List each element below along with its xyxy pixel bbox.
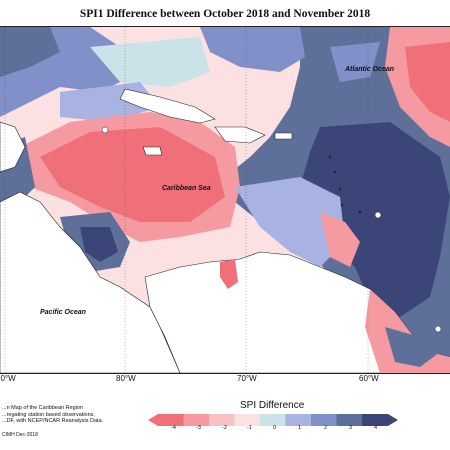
maracaibo-red-zone (220, 259, 238, 289)
puerto-rico-land (274, 132, 293, 140)
island-dot (328, 155, 332, 159)
legend-swatch (311, 414, 337, 426)
island-dot (340, 203, 344, 207)
legend-tick: -1 (247, 425, 252, 431)
jamaica-land (142, 146, 163, 156)
lesser-antilles-blue-zone (235, 177, 345, 267)
island-dot (333, 170, 337, 174)
legend-arrow-left (148, 414, 158, 426)
legend-title: SPI Difference (240, 400, 305, 411)
credit-text: ...n Map of the Caribbean Region ...rega… (2, 405, 152, 425)
island-dot (338, 187, 342, 191)
legend-tick: -4 (171, 425, 176, 431)
legend-tick: -2 (222, 425, 227, 431)
map-canvas: Atlantic Ocean Caribbean Sea Pacific Oce… (0, 27, 450, 373)
ne-red-core (405, 42, 450, 122)
label-caribbean-sea: Caribbean Sea (162, 185, 211, 192)
legend-tick: -3 (196, 425, 201, 431)
legend-arrow-right (388, 414, 398, 426)
legend-swatch (209, 414, 235, 426)
legend-swatch (158, 414, 184, 426)
lon-tick-60w: 60°W (359, 374, 379, 383)
island-dot (101, 126, 109, 134)
lon-tick-70w: 70°W (237, 374, 257, 383)
central-america-land (0, 191, 181, 373)
bahamas-blue-zone (200, 27, 305, 72)
credit-footer: CIMH Dec-2018 (2, 432, 38, 438)
legend-tick: 0 (273, 425, 277, 431)
credit-line: ...n Map of the Caribbean Region (2, 405, 84, 411)
lon-tick-80w: 80°W (116, 374, 136, 383)
hispaniola-land (214, 126, 266, 144)
legend-swatch (336, 414, 362, 426)
caribbean-red-core (40, 127, 225, 222)
island-dot (358, 210, 362, 214)
legend-tick: 2 (324, 425, 328, 431)
legend-tick: 4 (374, 425, 378, 431)
legend-tick: 1 (298, 425, 302, 431)
cuba-land (119, 88, 216, 124)
lon-tick-90w: 90°W (0, 374, 16, 383)
gulf-slate-zone (0, 27, 60, 77)
legend-swatch (234, 414, 260, 426)
guianas-slate-zone (385, 327, 440, 367)
legend-swatch (285, 414, 311, 426)
map-title: SPI1 Difference between October 2018 and… (79, 8, 371, 20)
atlantic-navy-zone (300, 122, 450, 317)
legend-colorbar (148, 414, 398, 426)
legend-swatch (362, 414, 388, 426)
credit-line: ...DF, with NCEP/NCAR Reanalysis Data. (2, 418, 104, 425)
atlantic-blue-patch (330, 42, 380, 82)
legend-swatch (183, 414, 209, 426)
honduras-navy-core (80, 227, 118, 262)
credit-line: ...regating station based observations, (2, 411, 95, 418)
spi-map: Atlantic Ocean Caribbean Sea Pacific Oce… (0, 26, 450, 374)
legend-tick: 3 (349, 425, 353, 431)
yucatan-land (0, 121, 26, 173)
island-dot (434, 325, 442, 333)
legend-swatch (260, 414, 286, 426)
florida-neutral-zone (90, 37, 210, 87)
trinidad-red-zone (320, 212, 360, 267)
label-atlantic-ocean: Atlantic Ocean (344, 66, 394, 73)
label-pacific-ocean: Pacific Ocean (40, 309, 86, 316)
island-dot (374, 211, 382, 219)
